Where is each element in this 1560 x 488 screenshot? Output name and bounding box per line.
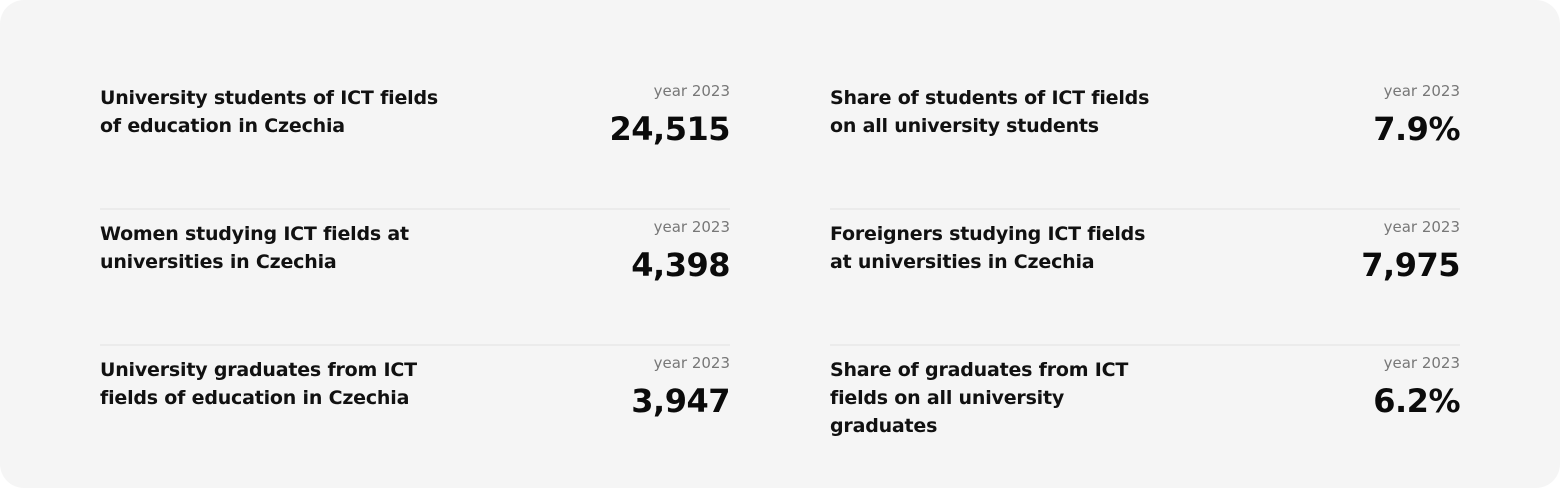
stat-value: 3,947 [631,382,730,420]
stat-ict-students-share: Share of students of ICT fields on all u… [830,74,1460,210]
stat-label: University students of ICT fields of edu… [100,87,438,137]
stat-period: year 2023 [1383,82,1460,100]
stat-ict-graduates-share: Share of graduates from ICT fields on al… [830,346,1460,482]
stat-foreigners-ict: Foreigners studying ICT fields at univer… [830,210,1460,346]
stat-value: 24,515 [609,110,731,148]
stat-value: 4,398 [631,246,730,284]
stat-label: Share of students of ICT fields on all u… [830,87,1150,137]
stat-label: Women studying ICT fields at universitie… [100,223,409,273]
stat-period: year 2023 [1383,354,1460,372]
stat-label: Share of graduates from ICT fields on al… [830,359,1129,437]
stat-period: year 2023 [1383,218,1460,236]
stat-value: 7.9% [1373,110,1460,148]
stat-period: year 2023 [653,354,730,372]
stat-ict-graduates: University graduates from ICT fields of … [100,346,730,482]
stat-label: University graduates from ICT fields of … [100,359,417,409]
stat-ict-students: University students of ICT fields of edu… [100,74,731,210]
stat-women-ict: Women studying ICT fields at universitie… [100,210,730,346]
stat-value: 6.2% [1373,382,1460,420]
stat-label: Foreigners studying ICT fields at univer… [830,223,1146,273]
stat-period: year 2023 [653,218,730,236]
stat-period: year 2023 [653,82,730,100]
stat-value: 7,975 [1361,246,1460,284]
